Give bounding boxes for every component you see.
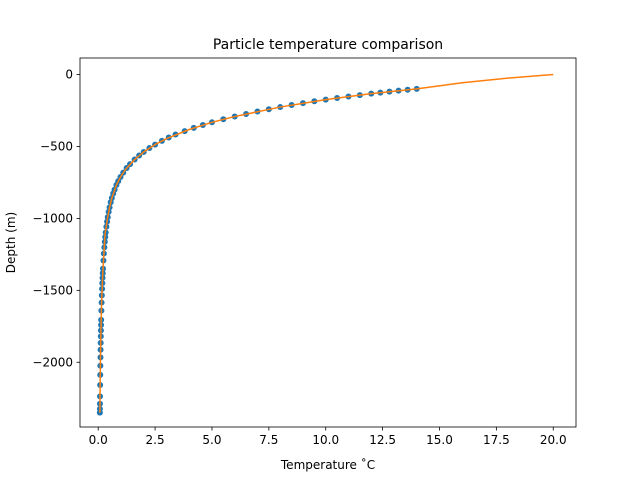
- y-tick-label: −2000: [32, 355, 73, 369]
- x-tick-label: 20.0: [540, 433, 567, 447]
- axes-frame: [79, 57, 577, 428]
- plot-area: [96, 73, 554, 416]
- x-axis-ticks: 0.0 2.5 5.0 7.5 10.0 12.5 15.0 17.5 20.0: [89, 427, 567, 447]
- x-tick-label: 15.0: [426, 433, 453, 447]
- y-tick-label: −500: [40, 139, 73, 153]
- x-tick-label: 5.0: [202, 433, 221, 447]
- x-tick-label: 10.0: [312, 433, 339, 447]
- chart-title: Particle temperature comparison: [213, 37, 443, 53]
- y-tick-label: −1500: [32, 283, 73, 297]
- x-tick-label: 12.5: [369, 433, 396, 447]
- series-line: [99, 73, 554, 413]
- plot-content: [96, 73, 554, 416]
- y-tick-label: −1000: [32, 211, 73, 225]
- y-tick-label: 0: [65, 68, 73, 82]
- x-tick-label: 0.0: [89, 433, 108, 447]
- y-axis-label: Depth (m): [4, 212, 18, 273]
- x-axis-label: Temperature ˚C: [280, 457, 375, 472]
- x-tick-label: 2.5: [146, 433, 165, 447]
- x-tick-label: 17.5: [483, 433, 510, 447]
- x-tick-label: 7.5: [259, 433, 278, 447]
- y-axis-ticks: 0 −500 −1000 −1500 −2000: [32, 68, 80, 369]
